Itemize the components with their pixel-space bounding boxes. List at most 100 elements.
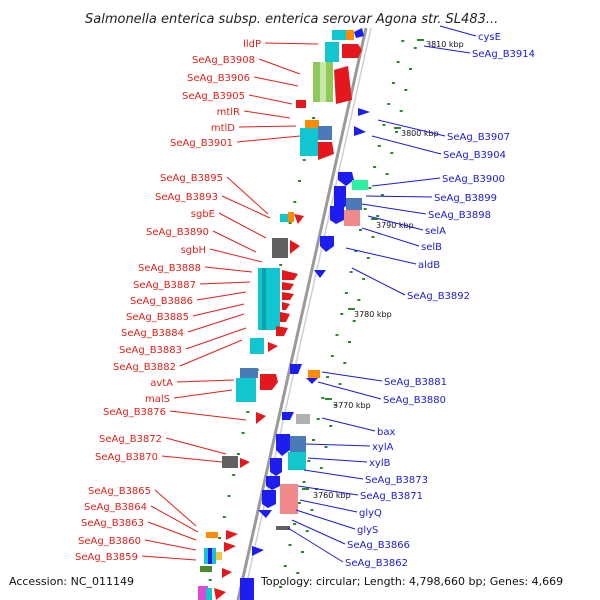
gene-feature [280, 484, 298, 514]
gene-label[interactable]: SeAg_B3914 [472, 49, 535, 60]
gene-label[interactable]: SeAg_B3876 [103, 407, 166, 418]
gene-feature [206, 588, 212, 600]
track-dash [338, 383, 342, 385]
track-dash [376, 215, 380, 217]
callout-line [287, 527, 344, 563]
gene-label[interactable]: SeAg_B3899 [434, 193, 497, 204]
gene-label[interactable]: sgbH [181, 245, 206, 256]
gene-label[interactable]: SeAg_B3887 [133, 280, 196, 291]
gene-label[interactable]: SeAg_B3864 [84, 502, 147, 513]
gene-label[interactable]: bax [377, 427, 395, 438]
callout-line [321, 417, 376, 432]
gene-label[interactable]: SeAg_B3866 [347, 540, 410, 551]
gene-label[interactable]: SeAg_B3885 [126, 312, 189, 323]
callout-line [238, 125, 297, 128]
track-dash [409, 68, 412, 70]
gene-label[interactable]: xylA [372, 442, 394, 453]
gene-arrow [318, 142, 334, 160]
gene-label[interactable]: SeAg_B3886 [130, 296, 193, 307]
track-dash [362, 278, 366, 280]
callout-line [371, 135, 442, 155]
gene-label[interactable]: SeAg_B3905 [182, 91, 245, 102]
callout-line [423, 45, 471, 54]
callout-line [218, 212, 267, 239]
track-dash [354, 250, 358, 252]
gene-label[interactable]: selB [421, 242, 442, 253]
track-dash [293, 201, 297, 203]
callout-line [291, 519, 346, 545]
gene-label[interactable]: cysE [478, 32, 501, 43]
gene-feature [272, 238, 288, 258]
gene-label[interactable]: SeAg_B3881 [384, 377, 447, 388]
gene-label[interactable]: SeAg_B3880 [383, 395, 446, 406]
gene-feature [198, 586, 208, 600]
gene-label[interactable]: SeAg_B3895 [160, 173, 223, 184]
gene-label[interactable]: SeAg_B3901 [170, 138, 233, 149]
track-dash [343, 362, 347, 364]
gene-label[interactable]: selA [425, 226, 446, 237]
track-dash [312, 117, 316, 119]
gene-label[interactable]: glyS [357, 525, 378, 536]
gene-arrow [354, 28, 364, 38]
track-dash [312, 439, 315, 441]
callout-line [361, 203, 427, 215]
callout-line [351, 267, 406, 296]
gene-label[interactable]: SeAg_B3898 [428, 210, 491, 221]
gene-label[interactable]: SeAg_B3862 [345, 558, 408, 569]
gene-label[interactable]: SeAg_B3873 [365, 475, 428, 486]
gene-feature [305, 120, 319, 128]
gene-arrow [252, 546, 264, 556]
gene-label[interactable]: aldB [418, 260, 440, 271]
track-dash [340, 313, 344, 315]
gene-feature [208, 548, 212, 564]
gene-label[interactable]: SeAg_B3907 [447, 132, 510, 143]
gene-label[interactable]: SeAg_B3872 [99, 434, 162, 445]
track-dash [296, 572, 300, 574]
callout-line [321, 371, 383, 382]
gene-label[interactable]: SeAg_B3893 [155, 192, 218, 203]
gene-label[interactable]: SeAg_B3882 [113, 362, 176, 373]
gene-label[interactable]: glyQ [359, 508, 382, 519]
gene-label[interactable]: mtlR [217, 107, 240, 118]
topology-text: Topology: circular; Length: 4,798,660 bp… [260, 575, 563, 588]
gene-label[interactable]: SeAg_B3871 [360, 491, 423, 502]
callout-line [161, 455, 223, 463]
gene-label[interactable]: SeAg_B3892 [407, 291, 470, 302]
gene-label[interactable]: SeAg_B3900 [442, 174, 505, 185]
track-dash [293, 523, 297, 525]
gene-feature [280, 214, 288, 222]
gene-label[interactable]: malS [145, 394, 170, 405]
gene-label[interactable]: sgbE [191, 209, 215, 220]
gene-arrow [214, 588, 226, 600]
track-dash [302, 159, 306, 161]
gene-arrow [240, 458, 250, 468]
gene-label[interactable]: SeAg_B3884 [121, 328, 184, 339]
gene-label[interactable]: SeAg_B3859 [75, 552, 138, 563]
gene-label[interactable]: SeAg_B3870 [95, 452, 158, 463]
track-dash [241, 432, 245, 434]
gene-label[interactable]: SeAg_B3904 [443, 150, 506, 161]
gene-feature [250, 338, 264, 354]
gene-label[interactable]: SeAg_B3863 [81, 518, 144, 529]
track-dash [302, 481, 306, 483]
callout-line [439, 25, 477, 37]
track-dash [329, 425, 333, 427]
gene-label[interactable]: SeAg_B3883 [119, 345, 182, 356]
gene-label[interactable]: lldP [243, 39, 261, 50]
gene-label[interactable]: SeAg_B3908 [192, 55, 255, 66]
gene-label[interactable]: SeAg_B3888 [138, 263, 201, 274]
callout-line [297, 485, 359, 496]
track-dash [348, 341, 351, 343]
gene-label[interactable]: avtA [150, 378, 173, 389]
gene-label[interactable]: SeAg_B3865 [88, 486, 151, 497]
track-dash [326, 376, 330, 378]
track-dash [279, 586, 283, 588]
gene-label[interactable]: SeAg_B3890 [146, 227, 209, 238]
gene-label[interactable]: mtlD [211, 123, 235, 134]
callout-line [176, 379, 235, 383]
gene-feature [318, 126, 332, 140]
gene-label[interactable]: SeAg_B3860 [78, 536, 141, 547]
gene-label[interactable]: xylB [369, 458, 391, 469]
gene-label[interactable]: SeAg_B3906 [187, 73, 250, 84]
